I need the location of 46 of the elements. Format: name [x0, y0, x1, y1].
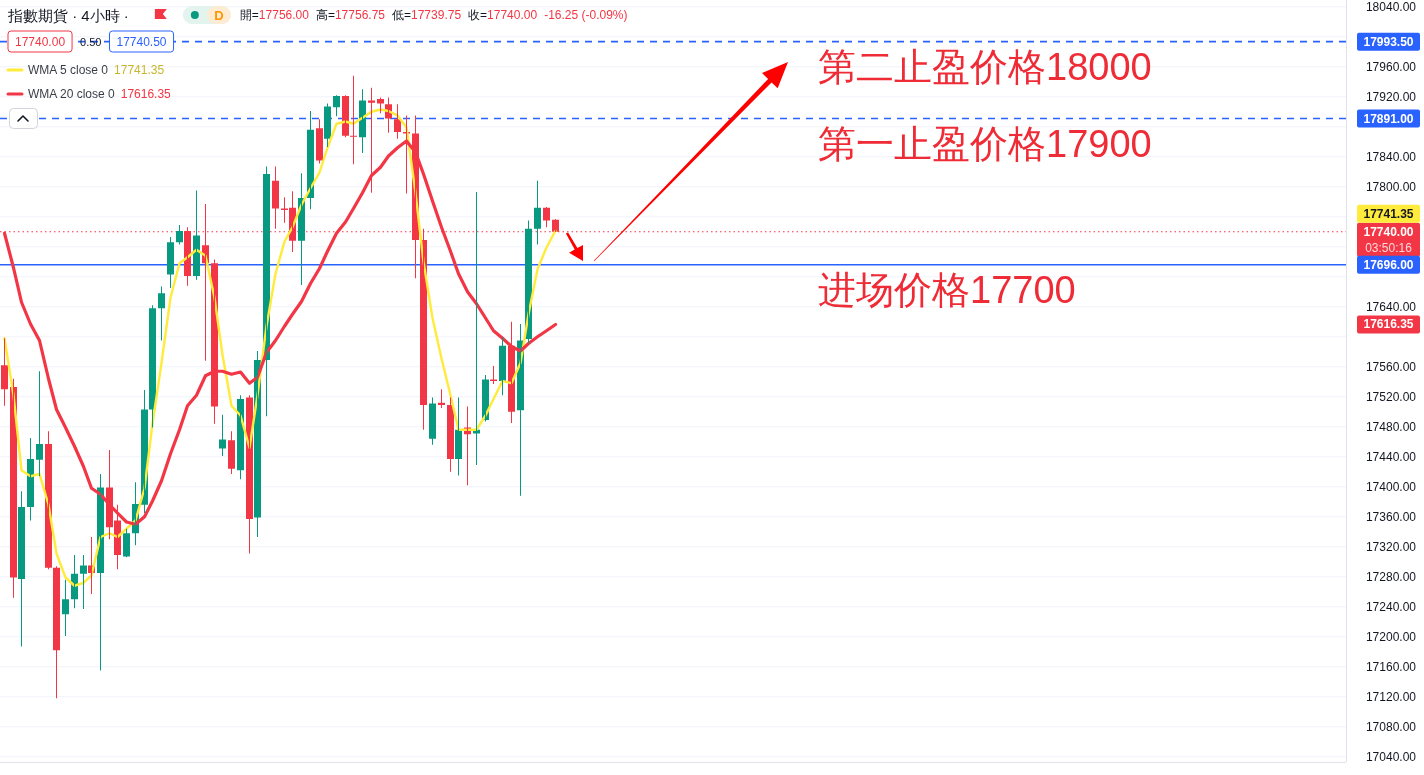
y-tick-label: 17920.00 [1365, 89, 1417, 104]
annotation: 17740.00 [15, 34, 66, 49]
y-tick-label: 17440.00 [1365, 449, 1417, 464]
annotation: 进场价格17700 [818, 268, 1076, 311]
annotation: -16.25 (-0.09%) [544, 8, 628, 22]
chart-title: 指數期貨 · 4小時 · [7, 6, 129, 24]
y-tick-label: 17360.00 [1365, 509, 1417, 524]
legend-label: WMA 20 close 0 [28, 87, 116, 101]
annotation: 高=17756.75 [315, 8, 386, 22]
y-tick-label: 17560.00 [1365, 359, 1417, 374]
legend-entry: WMA 5 close 0 17741.35 [6, 63, 165, 77]
y-tick-label: 17080.00 [1365, 719, 1417, 734]
y-tick-label: 17400.00 [1365, 479, 1417, 494]
legend-entry: WMA 20 close 0 17616.35 [6, 87, 171, 101]
annotation: 0.50 [80, 35, 102, 48]
y-tick-label: 17040.00 [1365, 749, 1417, 764]
annotation: 低=17739.75 [392, 8, 462, 22]
ref-line-label: 17993.50 [1363, 34, 1414, 49]
price-tag: 17616.35 [1357, 315, 1420, 334]
annotation: 第二止盈价格18000 [818, 45, 1152, 88]
annotation: 17616.35 [120, 87, 172, 101]
y-tick-label: 17640.00 [1365, 299, 1417, 314]
price-tag: 17740.00 03:50:16 [1357, 222, 1420, 257]
annotation: 第一止盈价格17900 [818, 122, 1152, 165]
y-tick-label: 17280.00 [1365, 569, 1417, 584]
y-tick-label: 17520.00 [1365, 389, 1417, 404]
y-tick-label: 17160.00 [1365, 659, 1417, 674]
y-tick-label: 17480.00 [1365, 419, 1417, 434]
y-tick-label: 17800.00 [1365, 179, 1417, 194]
y-tick-label: 17120.00 [1365, 689, 1417, 704]
ref-line-label: 17696.00 [1363, 257, 1414, 272]
annotation: 收=17740.00 [468, 8, 538, 22]
annotation: 17741.35 [114, 63, 165, 77]
y-tick-label: 17840.00 [1365, 149, 1417, 164]
y-tick-label: 17320.00 [1365, 539, 1417, 554]
y-tick-label: 17200.00 [1365, 629, 1417, 644]
annotation: 17740.50 [116, 34, 167, 49]
y-tick-label: 17240.00 [1365, 599, 1417, 614]
ref-line-label: 17891.00 [1363, 111, 1414, 126]
y-tick-label: 18040.00 [1365, 0, 1417, 14]
legend-label: WMA 5 close 0 [28, 63, 109, 77]
candlestick [377, 97, 384, 114]
annotation: 開=17756.00 [239, 8, 310, 22]
annotation: D [214, 7, 224, 23]
y-tick-label: 17960.00 [1365, 59, 1417, 74]
ref-line-label: 17740.00 03:50:16 [1363, 224, 1414, 255]
